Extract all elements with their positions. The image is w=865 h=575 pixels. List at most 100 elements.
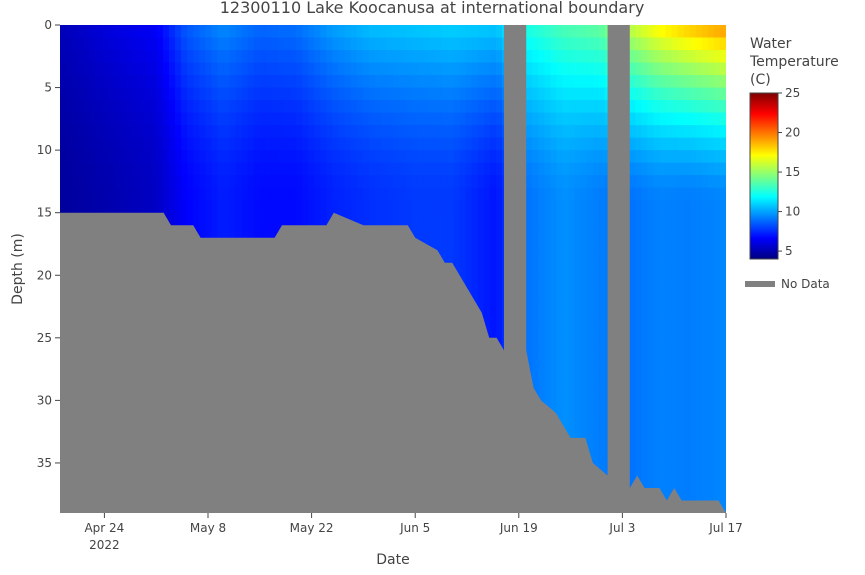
heatmap-cell bbox=[417, 200, 424, 214]
heatmap-cell bbox=[399, 112, 406, 126]
heatmap-cell bbox=[580, 362, 588, 376]
heatmap-cell bbox=[659, 162, 667, 176]
heatmap-cell bbox=[683, 162, 691, 176]
heatmap-cell bbox=[447, 112, 455, 126]
heatmap-cell bbox=[132, 62, 140, 76]
heatmap-cell bbox=[556, 25, 564, 39]
heatmap-cell bbox=[241, 125, 249, 139]
heatmap-cell bbox=[405, 87, 412, 101]
heatmap-cell bbox=[598, 125, 606, 139]
heatmap-cell bbox=[271, 175, 279, 189]
heatmap-cell bbox=[253, 50, 261, 64]
heatmap-cell bbox=[399, 162, 406, 176]
heatmap-cell bbox=[719, 475, 726, 489]
heatmap-cell bbox=[586, 250, 594, 264]
heatmap-cell bbox=[574, 62, 582, 76]
heatmap-cell bbox=[441, 37, 449, 51]
heatmap-cell bbox=[193, 212, 200, 226]
heatmap-cell bbox=[683, 300, 691, 314]
heatmap-cell bbox=[320, 125, 327, 139]
heatmap-cell bbox=[483, 37, 491, 51]
heatmap-cell bbox=[647, 462, 654, 477]
heatmap-cell bbox=[356, 25, 364, 39]
heatmap-cell bbox=[465, 125, 473, 139]
heatmap-cell bbox=[284, 137, 291, 151]
heatmap-cell bbox=[538, 150, 545, 164]
heatmap-cell bbox=[677, 475, 685, 489]
heatmap-cell bbox=[265, 150, 273, 164]
heatmap-cell bbox=[193, 50, 200, 64]
heatmap-cell bbox=[350, 100, 358, 114]
heatmap-cell bbox=[447, 37, 455, 51]
heatmap-cell bbox=[653, 287, 660, 301]
heatmap-cell bbox=[290, 100, 297, 114]
heatmap-cell bbox=[187, 125, 194, 139]
heatmap-cell bbox=[374, 162, 382, 176]
heatmap-cell bbox=[574, 425, 582, 439]
heatmap-cell bbox=[108, 137, 116, 151]
heatmap-cell bbox=[586, 350, 594, 364]
heatmap-cell bbox=[568, 200, 576, 214]
heatmap-cell bbox=[150, 25, 158, 39]
heatmap-cell bbox=[296, 62, 303, 76]
heatmap-cell bbox=[217, 187, 225, 201]
heatmap-cell bbox=[453, 112, 461, 126]
heatmap-cell bbox=[556, 350, 564, 364]
heatmap-cell bbox=[60, 125, 67, 139]
heatmap-cell bbox=[719, 25, 726, 39]
heatmap-cell bbox=[489, 275, 497, 289]
heatmap-cell bbox=[393, 212, 400, 226]
heatmap-cell bbox=[568, 350, 576, 364]
heatmap-cell bbox=[471, 250, 479, 264]
heatmap-cell bbox=[441, 25, 449, 39]
heatmap-cell bbox=[477, 37, 485, 51]
heatmap-cell bbox=[574, 337, 582, 351]
heatmap-cell bbox=[465, 100, 473, 114]
heatmap-cell bbox=[447, 237, 455, 251]
heatmap-cell bbox=[701, 475, 709, 489]
heatmap-cell bbox=[459, 62, 467, 76]
heatmap-cell bbox=[235, 37, 243, 51]
heatmap-cell bbox=[671, 100, 679, 114]
heatmap-cell bbox=[102, 62, 110, 76]
heatmap-cell bbox=[471, 125, 479, 139]
chart-title: 12300110 Lake Koocanusa at international… bbox=[220, 0, 645, 17]
heatmap-cell bbox=[302, 137, 309, 151]
heatmap-cell bbox=[647, 450, 654, 464]
heatmap-cell bbox=[701, 350, 709, 364]
heatmap-cell bbox=[417, 150, 424, 164]
heatmap-cell bbox=[368, 125, 376, 139]
heatmap-cell bbox=[175, 75, 182, 89]
heatmap-cell bbox=[598, 462, 606, 477]
heatmap-cell bbox=[393, 62, 400, 76]
heatmap-cell bbox=[641, 87, 648, 101]
heatmap-cell bbox=[550, 187, 558, 201]
heatmap-cell bbox=[659, 362, 667, 376]
heatmap-cell bbox=[653, 337, 660, 351]
heatmap-cell bbox=[647, 350, 654, 364]
heatmap-cell bbox=[707, 37, 715, 51]
heatmap-cell bbox=[592, 362, 600, 376]
heatmap-cell bbox=[193, 62, 200, 76]
heatmap-cell bbox=[465, 237, 473, 251]
no-data-legend-item[interactable]: No Data bbox=[745, 277, 830, 291]
heatmap-cell bbox=[689, 162, 697, 176]
heatmap-cell bbox=[665, 62, 673, 76]
heatmap-cell bbox=[677, 450, 685, 464]
heatmap-cell bbox=[344, 200, 352, 214]
heatmap-cell bbox=[495, 275, 503, 289]
heatmap-cell bbox=[344, 175, 352, 189]
heatmap-cell bbox=[598, 162, 606, 176]
heatmap-cell bbox=[707, 300, 715, 314]
heatmap-cell bbox=[465, 187, 473, 201]
heatmap-cell bbox=[647, 150, 654, 164]
heatmap-cell bbox=[138, 162, 146, 176]
heatmap-cell bbox=[562, 275, 570, 289]
heatmap-cell bbox=[350, 50, 358, 64]
heatmap-cell bbox=[580, 200, 588, 214]
heatmap-cell bbox=[435, 62, 443, 76]
heatmap-cell bbox=[629, 437, 636, 452]
heatmap-cell bbox=[719, 125, 726, 139]
heatmap-cell bbox=[556, 37, 564, 51]
